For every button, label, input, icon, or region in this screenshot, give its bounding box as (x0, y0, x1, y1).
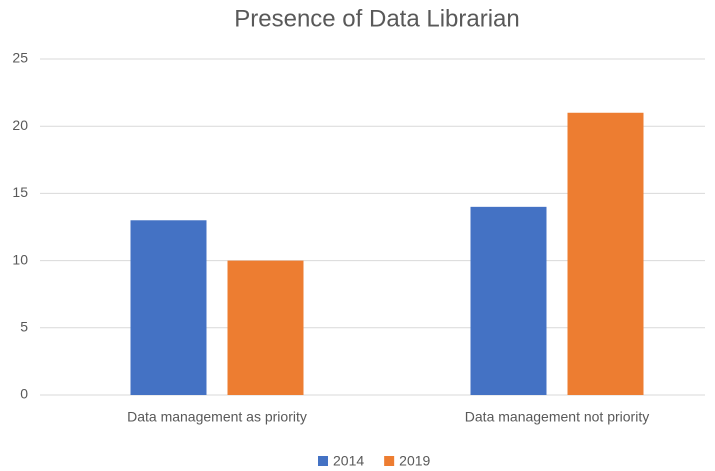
bar (567, 112, 644, 395)
bar (227, 260, 304, 395)
x-tick-label: Data management not priority (465, 409, 649, 425)
x-tick-label: Data management as priority (127, 409, 307, 425)
y-tick-label: 25 (12, 50, 28, 66)
legend-swatch (384, 456, 395, 466)
bar (470, 206, 547, 395)
legend-label: 2019 (399, 453, 430, 469)
y-tick-label: 5 (20, 319, 28, 335)
legend-swatch (318, 456, 328, 466)
y-tick-label: 20 (12, 117, 28, 133)
chart-title: Presence of Data Librarian (234, 5, 520, 32)
legend-label: 2014 (333, 453, 364, 469)
bar (130, 220, 207, 395)
y-tick-label: 15 (12, 184, 28, 200)
y-tick-label: 10 (12, 251, 28, 267)
y-tick-label: 0 (20, 386, 28, 402)
